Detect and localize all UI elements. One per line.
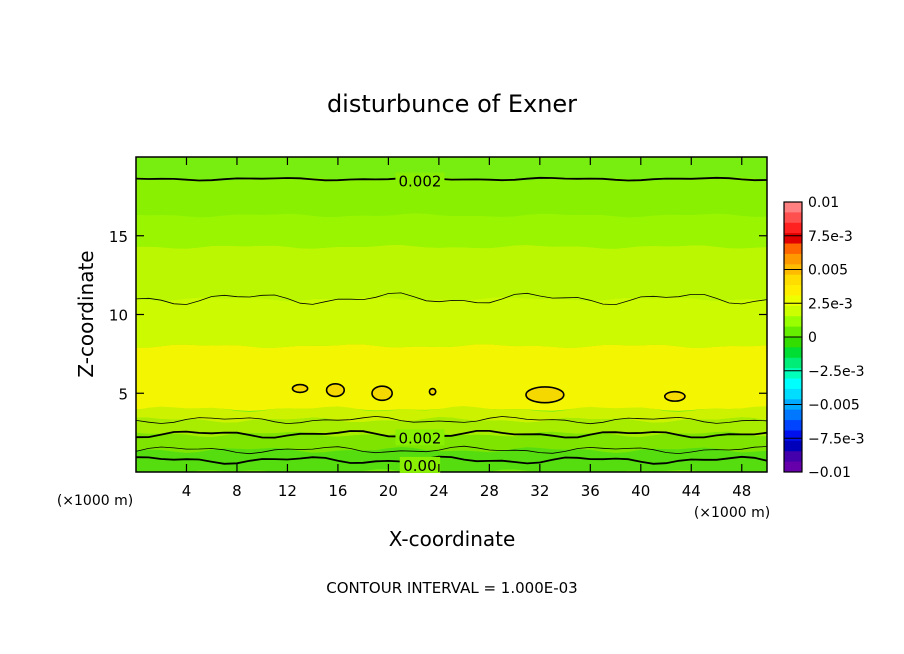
- colorbar-swatch: [784, 253, 802, 265]
- x-tick-label: 48: [732, 482, 751, 500]
- colorbar-swatch: [784, 274, 802, 286]
- x-tick-label: 44: [682, 482, 701, 500]
- colorbar-swatch: [784, 233, 802, 245]
- colorbar-label: 0.01: [808, 195, 839, 211]
- x-tick-label: 4: [182, 482, 192, 500]
- max-cell-contour: [663, 390, 686, 402]
- contour-label-background: [399, 456, 441, 473]
- field-band: [136, 244, 767, 301]
- y-tick-label: 15: [109, 228, 128, 246]
- x-tick-label: 32: [530, 482, 549, 500]
- x-tick-label: 40: [631, 482, 650, 500]
- max-cells: [291, 383, 686, 404]
- x-tick-label: 16: [328, 482, 347, 500]
- colorbar-label: −7.5e-3: [808, 431, 865, 447]
- colorbar-swatch: [784, 451, 802, 463]
- max-cell-contour: [371, 385, 393, 402]
- colorbar-label: −2.5e-3: [808, 364, 865, 380]
- y-tick-label: 5: [118, 385, 128, 403]
- x-tick-label: 36: [581, 482, 600, 500]
- x-tick-label: 28: [480, 482, 499, 500]
- colorbar-label: 7.5e-3: [808, 229, 853, 245]
- colorbar-swatch: [784, 243, 802, 255]
- contour-line: [136, 176, 767, 182]
- colorbar-swatch: [784, 420, 802, 431]
- chart-title: disturbunce of Exner: [327, 90, 577, 118]
- colorbar-swatch: [784, 388, 802, 400]
- max-cell-contour: [291, 383, 309, 394]
- field-band: [136, 406, 767, 423]
- contour-label: 0.002: [398, 173, 441, 191]
- colorbar-swatch: [784, 305, 802, 317]
- colorbar-swatch: [784, 440, 802, 452]
- field-band: [136, 177, 767, 218]
- colorbar-swatch: [784, 357, 802, 369]
- colorbar-swatch: [784, 409, 802, 421]
- y-tick-label: 10: [109, 307, 128, 325]
- contour-label: 0.00: [403, 457, 436, 475]
- field-band: [136, 447, 767, 472]
- field-band: [136, 344, 767, 411]
- colorbar-swatch: [784, 378, 802, 390]
- plot-area: [136, 157, 767, 472]
- colorbar-label: 0: [808, 330, 817, 346]
- field-band: [136, 213, 767, 249]
- contour-label-group: 0.002 0.002 0.00: [395, 172, 445, 475]
- colorbar-swatch: [784, 202, 802, 213]
- contour-line: [136, 429, 767, 439]
- colorbar-label: 0.005: [808, 263, 848, 279]
- y-axis-label: Z-coordinate: [74, 250, 98, 377]
- contour-interval-note: CONTOUR INTERVAL = 1.000E-03: [326, 579, 577, 597]
- contour-label-background: [395, 429, 445, 446]
- contour-lines: [136, 176, 767, 465]
- colorbar-swatch: [784, 461, 802, 473]
- x-tick-label: 20: [379, 482, 398, 500]
- contour-line: [136, 415, 767, 425]
- colorbar-swatch: [784, 347, 802, 359]
- max-cell-contour: [525, 386, 565, 404]
- field-bands: [136, 157, 767, 472]
- contour-line: [136, 292, 767, 306]
- field-band: [136, 431, 767, 453]
- contour-line: [136, 455, 767, 465]
- contour-label: 0.002: [398, 429, 441, 447]
- x-tick-label: 24: [429, 482, 448, 500]
- colorbar-swatch: [784, 222, 802, 234]
- x-axis-ticks: 4 8 12 16 20 24 28 32 36 40 44 48: [182, 157, 751, 500]
- colorbar-swatch: [784, 316, 802, 328]
- colorbar-swatch: [784, 368, 802, 380]
- colorbar: 0.01 7.5e-3 0.005 2.5e-3 0 −2.5e-3 −0.005 −7.5e…: [783, 195, 865, 481]
- y-axis-ticks: 5 10 15: [109, 228, 767, 403]
- colorbar-swatch: [784, 295, 802, 307]
- colorbar-label: −0.01: [808, 465, 851, 481]
- x-tick-label: 12: [278, 482, 297, 500]
- x-unit-label: (×1000 m): [694, 505, 770, 521]
- y-unit-label: (×1000 m): [57, 493, 133, 509]
- field-band: [136, 296, 767, 348]
- colorbar-swatch: [784, 337, 802, 348]
- max-cell-contour: [325, 383, 346, 398]
- colorbar-swatch: [784, 430, 802, 442]
- x-tick-label: 8: [232, 482, 242, 500]
- colorbar-swatch: [784, 326, 802, 338]
- x-axis-label: X-coordinate: [389, 527, 516, 551]
- field-band: [136, 157, 767, 181]
- colorbar-swatch: [784, 212, 802, 224]
- colorbar-swatch: [784, 285, 802, 296]
- max-cell-contour: [428, 387, 437, 396]
- colorbar-label: 2.5e-3: [808, 296, 853, 312]
- contour-label-background: [395, 172, 445, 189]
- colorbar-label: −0.005: [808, 398, 860, 414]
- contour-line: [136, 445, 767, 455]
